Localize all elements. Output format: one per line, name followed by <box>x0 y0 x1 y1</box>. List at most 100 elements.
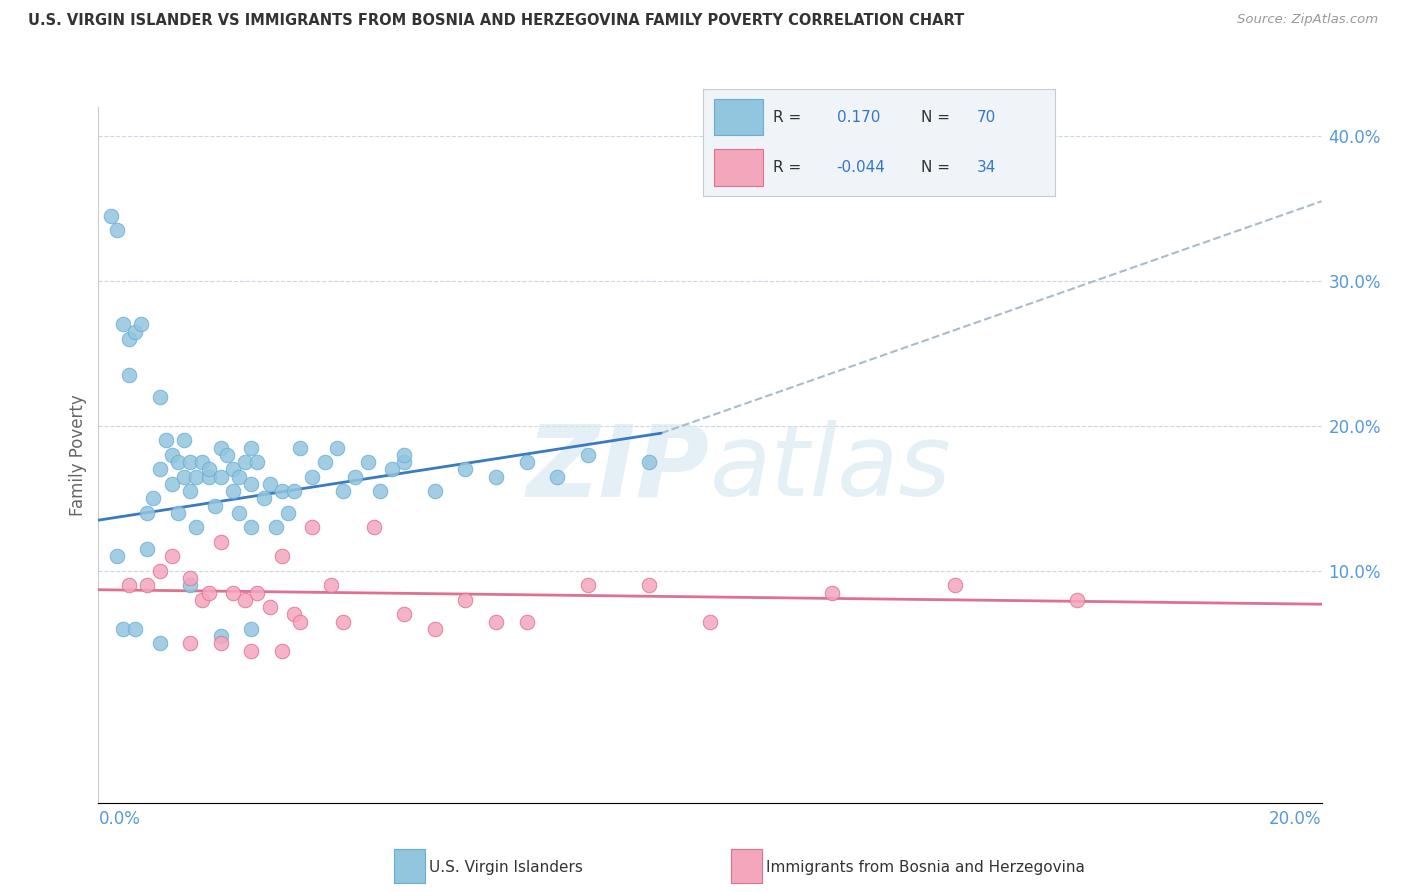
Point <box>1066 592 1088 607</box>
Text: 70: 70 <box>977 110 997 125</box>
Point <box>277 506 299 520</box>
Point <box>179 578 201 592</box>
Point <box>186 469 208 483</box>
Point <box>142 491 165 506</box>
Bar <box>713 149 762 186</box>
Point <box>270 484 292 499</box>
Text: 0.170: 0.170 <box>837 110 880 125</box>
Point <box>392 607 416 622</box>
Point <box>546 469 568 483</box>
Text: N =: N = <box>921 110 950 125</box>
Point <box>160 476 183 491</box>
Point <box>290 615 312 629</box>
Point <box>191 592 214 607</box>
Point <box>149 462 172 476</box>
Point <box>160 448 183 462</box>
Point <box>259 476 281 491</box>
Point <box>368 484 391 499</box>
Point <box>209 636 232 650</box>
Point <box>228 506 250 520</box>
Point <box>167 455 190 469</box>
Point <box>222 585 245 599</box>
Point <box>290 441 312 455</box>
Point <box>344 469 367 483</box>
Point <box>129 318 152 332</box>
Point <box>222 462 245 476</box>
Point <box>209 629 232 643</box>
Point <box>197 469 219 483</box>
Point <box>246 455 269 469</box>
Point <box>240 643 263 657</box>
Point <box>246 585 269 599</box>
Point <box>252 491 274 506</box>
Point <box>319 578 342 592</box>
Point <box>363 520 385 534</box>
Point <box>167 506 190 520</box>
Point <box>100 209 122 223</box>
Point <box>637 578 661 592</box>
Point <box>111 622 134 636</box>
Point <box>173 469 195 483</box>
Point <box>301 469 323 483</box>
Point <box>136 542 159 557</box>
Point <box>204 499 226 513</box>
Point <box>118 578 141 592</box>
Point <box>149 636 172 650</box>
Point <box>423 484 446 499</box>
Point <box>516 455 538 469</box>
Point <box>124 325 146 339</box>
Point <box>105 223 128 237</box>
Point <box>179 636 201 650</box>
Point <box>155 434 177 448</box>
Point <box>209 441 232 455</box>
Bar <box>713 99 762 136</box>
Text: U.S. VIRGIN ISLANDER VS IMMIGRANTS FROM BOSNIA AND HERZEGOVINA FAMILY POVERTY CO: U.S. VIRGIN ISLANDER VS IMMIGRANTS FROM … <box>28 13 965 29</box>
Point <box>943 578 966 592</box>
Point <box>173 434 195 448</box>
Point <box>149 564 172 578</box>
Point <box>240 622 263 636</box>
Point <box>576 578 599 592</box>
Point <box>240 441 263 455</box>
Point <box>111 318 134 332</box>
Text: Immigrants from Bosnia and Herzegovina: Immigrants from Bosnia and Herzegovina <box>766 860 1085 874</box>
Text: atlas: atlas <box>710 420 952 517</box>
Point <box>516 615 538 629</box>
Point <box>215 448 238 462</box>
Point <box>233 455 256 469</box>
Text: U.S. Virgin Islanders: U.S. Virgin Islanders <box>429 860 582 874</box>
Point <box>270 549 292 564</box>
Text: 20.0%: 20.0% <box>1270 810 1322 828</box>
Point <box>240 520 263 534</box>
Point <box>485 469 508 483</box>
Point <box>821 585 844 599</box>
Point <box>259 600 281 615</box>
Text: ZIP: ZIP <box>527 420 710 517</box>
Point <box>105 549 128 564</box>
Text: N =: N = <box>921 160 950 175</box>
Point <box>485 615 508 629</box>
Text: R =: R = <box>773 110 801 125</box>
Point <box>699 615 721 629</box>
Point <box>136 506 159 520</box>
Y-axis label: Family Poverty: Family Poverty <box>69 394 87 516</box>
Text: R =: R = <box>773 160 801 175</box>
Point <box>209 469 232 483</box>
Point <box>423 622 446 636</box>
Point <box>222 484 245 499</box>
Point <box>454 592 477 607</box>
Point <box>283 607 305 622</box>
Point <box>381 462 404 476</box>
Text: 34: 34 <box>977 160 997 175</box>
Point <box>392 448 416 462</box>
Point <box>118 332 141 346</box>
Point <box>124 622 146 636</box>
Point <box>149 390 172 404</box>
Point <box>264 520 287 534</box>
Point <box>209 534 232 549</box>
Point <box>191 455 214 469</box>
Text: 0.0%: 0.0% <box>98 810 141 828</box>
Point <box>314 455 336 469</box>
Point <box>356 455 378 469</box>
Text: Source: ZipAtlas.com: Source: ZipAtlas.com <box>1237 13 1378 27</box>
